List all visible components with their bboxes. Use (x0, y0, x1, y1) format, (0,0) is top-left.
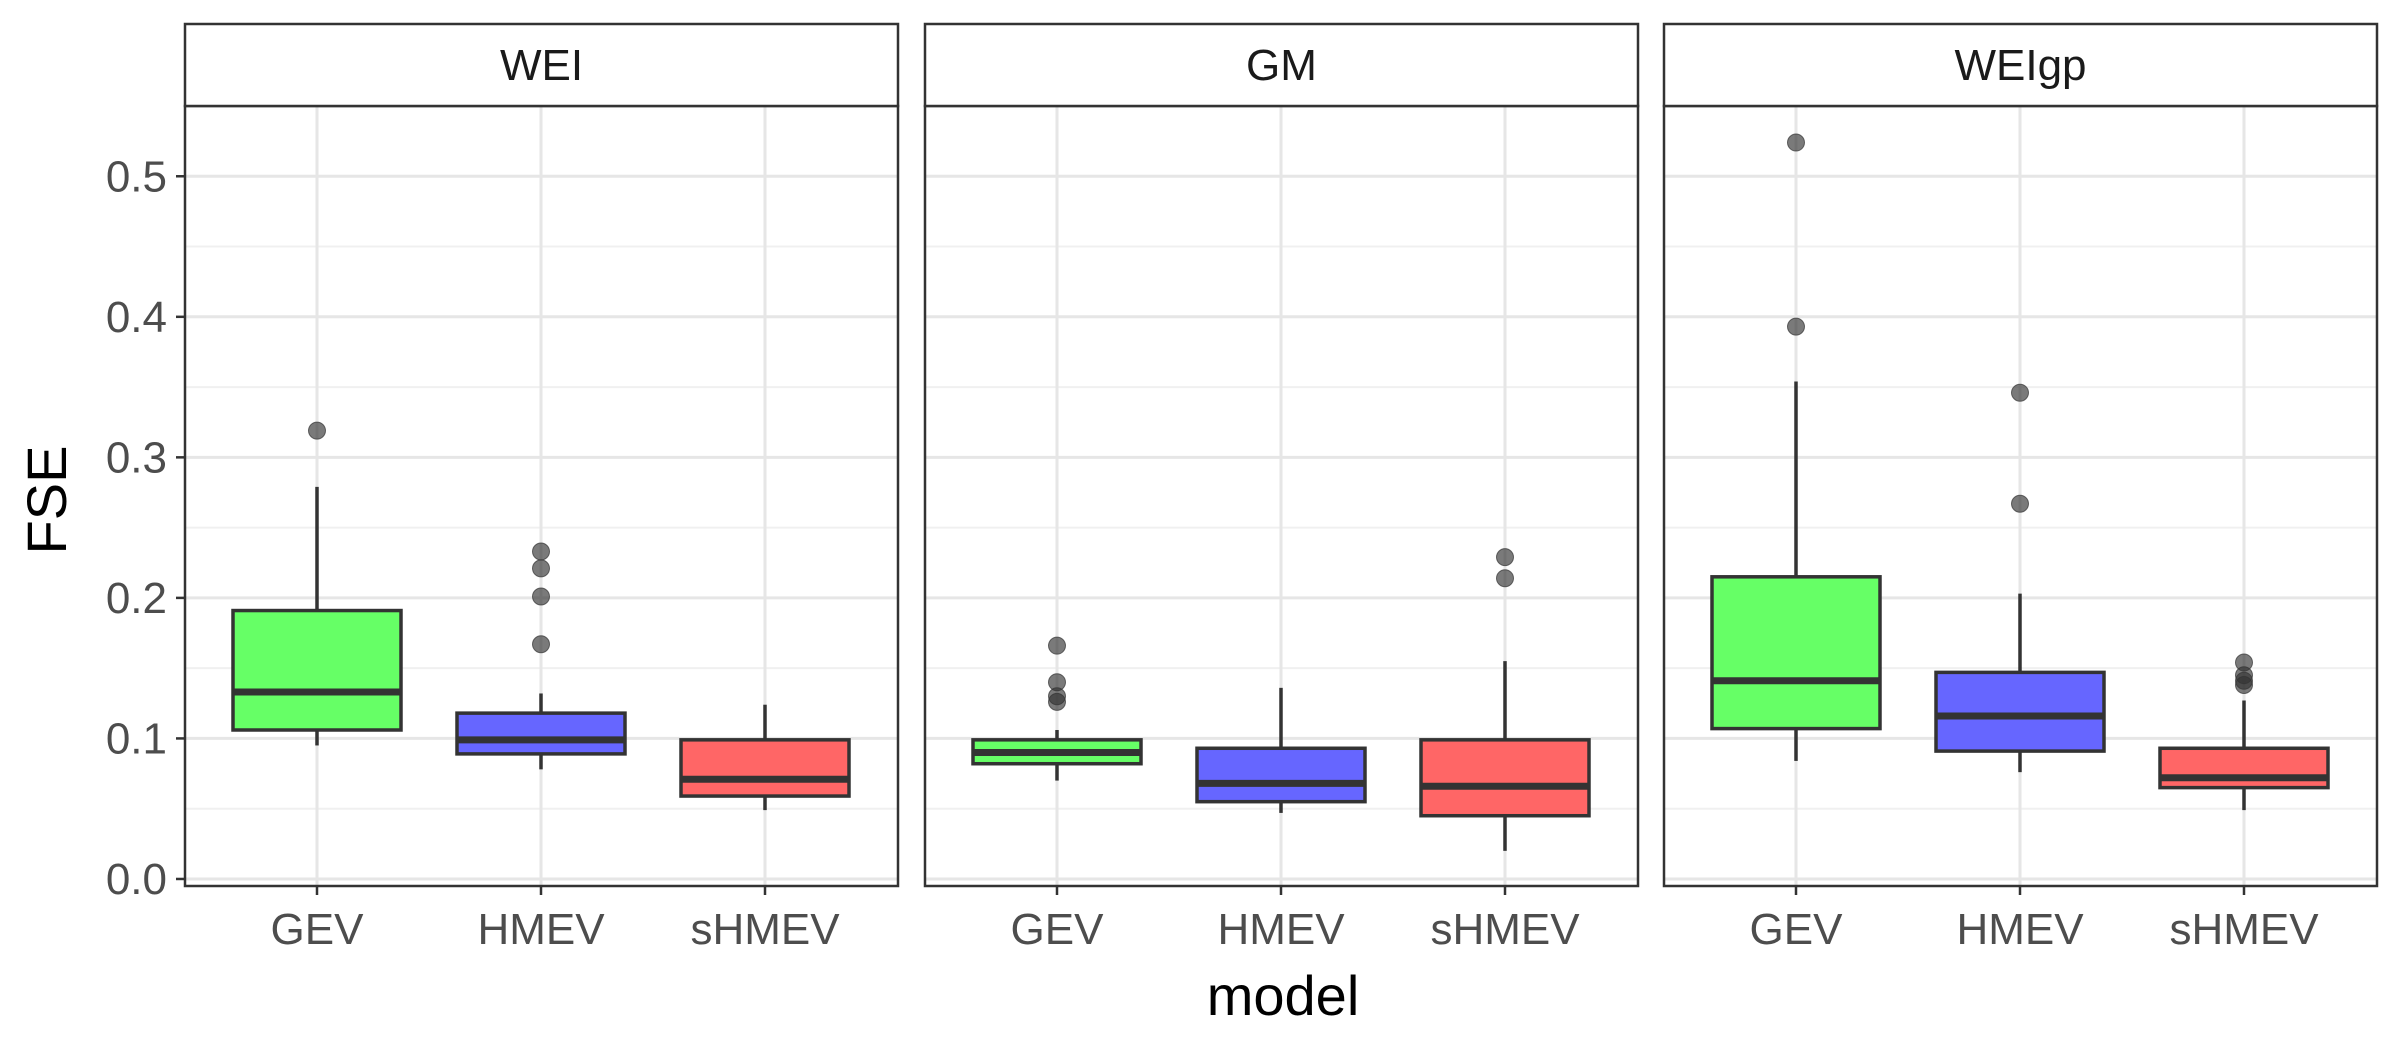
outlier-point (2011, 494, 2029, 513)
box-iqr (1710, 575, 1882, 731)
x-tick-label: sHMEV (690, 905, 840, 954)
outlier-point (532, 559, 550, 578)
box-wei-hmev (455, 542, 627, 770)
y-axis: 0.0 0.1 0.2 0.3 0.4 0.5 (106, 152, 185, 904)
outlier-point (1496, 548, 1514, 567)
panel-wei: WEI GEV HMEV sHMEV (183, 22, 900, 954)
outlier-point (1787, 317, 1805, 336)
panel-strip-label: WEIgp (1954, 41, 2086, 90)
box-iqr (679, 738, 851, 798)
x-tick-label: GEV (1750, 905, 1844, 954)
y-tick-label: 0.1 (106, 714, 167, 763)
box-weigp-gev (1710, 133, 1882, 761)
box-gm-gev (971, 636, 1143, 781)
box-iqr (455, 711, 627, 756)
x-tick-label: HMEV (1217, 905, 1345, 954)
panel-strip-label: GM (1246, 41, 1317, 90)
panel-strip-label: WEI (500, 41, 583, 90)
panel-weigp: WEIgp GEV HMEV sHMEV (1662, 22, 2379, 954)
outlier-point (2011, 383, 2029, 402)
box-weigp-shmev (2158, 653, 2330, 811)
box-iqr (2158, 746, 2330, 790)
outlier-point (1048, 636, 1066, 655)
y-tick-label: 0.2 (106, 574, 167, 623)
outlier-point (532, 635, 550, 654)
x-axis-title: model (1207, 964, 1360, 1027)
outlier-point (1787, 133, 1805, 152)
box-iqr (231, 608, 403, 732)
box-gm-shmev (1419, 548, 1591, 851)
box-wei-gev (231, 421, 403, 746)
outlier-point (1496, 569, 1514, 588)
box-gm-hmev (1195, 687, 1367, 813)
panel-strip (1662, 22, 2379, 108)
panel-gm: GM GEV HMEV sHMEV (923, 22, 1640, 954)
y-tick-label: 0.3 (106, 433, 167, 482)
outlier-point (308, 421, 326, 440)
outlier-point (2235, 653, 2253, 672)
panel-strip (923, 22, 1640, 108)
box-iqr (1934, 670, 2106, 753)
outlier-point (532, 587, 550, 606)
outlier-point (532, 542, 550, 561)
outlier-point (1048, 673, 1066, 692)
x-tick-label: HMEV (477, 905, 605, 954)
x-tick-label: sHMEV (2169, 905, 2319, 954)
panel-strip (183, 22, 900, 108)
y-tick-label: 0.0 (106, 855, 167, 904)
y-axis-title: FSE (15, 446, 78, 555)
panels-layer: WEI GEV HMEV sHMEV GM GEV HMEV sHMEV WEIgp GEV HME… (183, 22, 2379, 954)
box-iqr (1419, 738, 1591, 818)
x-tick-label: sHMEV (1430, 905, 1580, 954)
box-weigp-hmev (1934, 383, 2106, 773)
box-iqr (1195, 746, 1367, 804)
x-tick-label: GEV (271, 905, 365, 954)
y-tick-label: 0.5 (106, 152, 167, 201)
y-tick-label: 0.4 (106, 293, 167, 342)
x-tick-label: HMEV (1956, 905, 2084, 954)
x-tick-label: GEV (1011, 905, 1105, 954)
box-wei-shmev (679, 704, 851, 811)
